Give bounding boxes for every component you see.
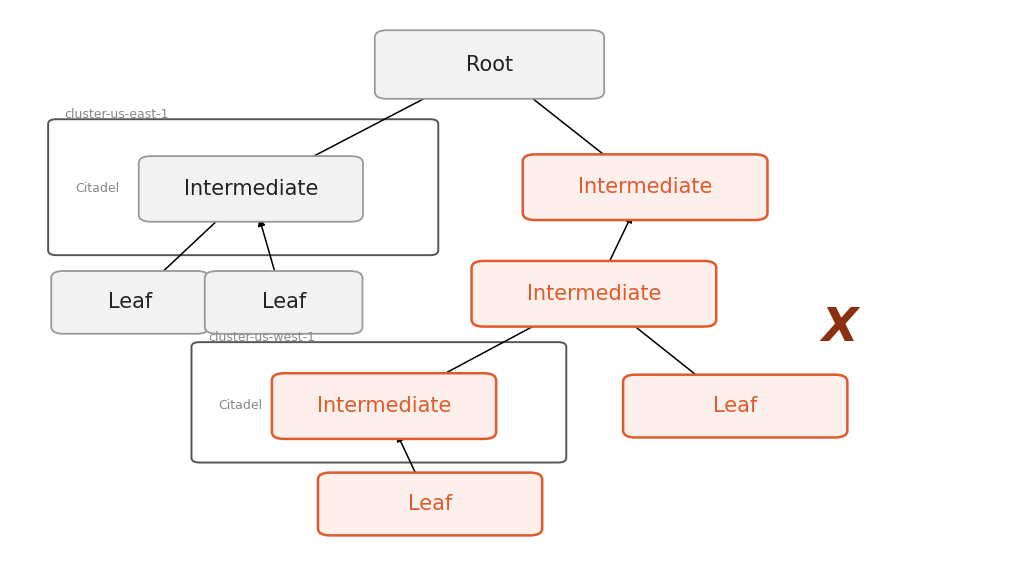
FancyBboxPatch shape — [51, 271, 209, 334]
FancyBboxPatch shape — [271, 373, 496, 439]
Text: Root: Root — [466, 55, 513, 74]
Text: Leaf: Leaf — [108, 293, 153, 312]
Text: Intermediate: Intermediate — [526, 284, 662, 304]
FancyBboxPatch shape — [205, 271, 362, 334]
Text: Citadel: Citadel — [75, 183, 119, 195]
FancyBboxPatch shape — [522, 154, 768, 220]
FancyBboxPatch shape — [48, 119, 438, 255]
Text: Leaf: Leaf — [261, 293, 306, 312]
Text: Citadel: Citadel — [218, 399, 262, 412]
FancyBboxPatch shape — [623, 375, 847, 438]
FancyBboxPatch shape — [471, 261, 717, 327]
Text: Leaf: Leaf — [713, 396, 758, 416]
FancyBboxPatch shape — [191, 342, 566, 463]
Text: Intermediate: Intermediate — [578, 177, 713, 197]
FancyBboxPatch shape — [138, 156, 362, 222]
Text: X: X — [821, 306, 858, 351]
FancyBboxPatch shape — [317, 472, 543, 536]
Text: cluster-us-west-1: cluster-us-west-1 — [208, 331, 314, 344]
Text: Leaf: Leaf — [408, 494, 453, 514]
Text: Intermediate: Intermediate — [183, 179, 318, 199]
Text: Intermediate: Intermediate — [316, 396, 452, 416]
Text: cluster-us-east-1: cluster-us-east-1 — [65, 108, 169, 121]
FancyBboxPatch shape — [375, 31, 604, 99]
